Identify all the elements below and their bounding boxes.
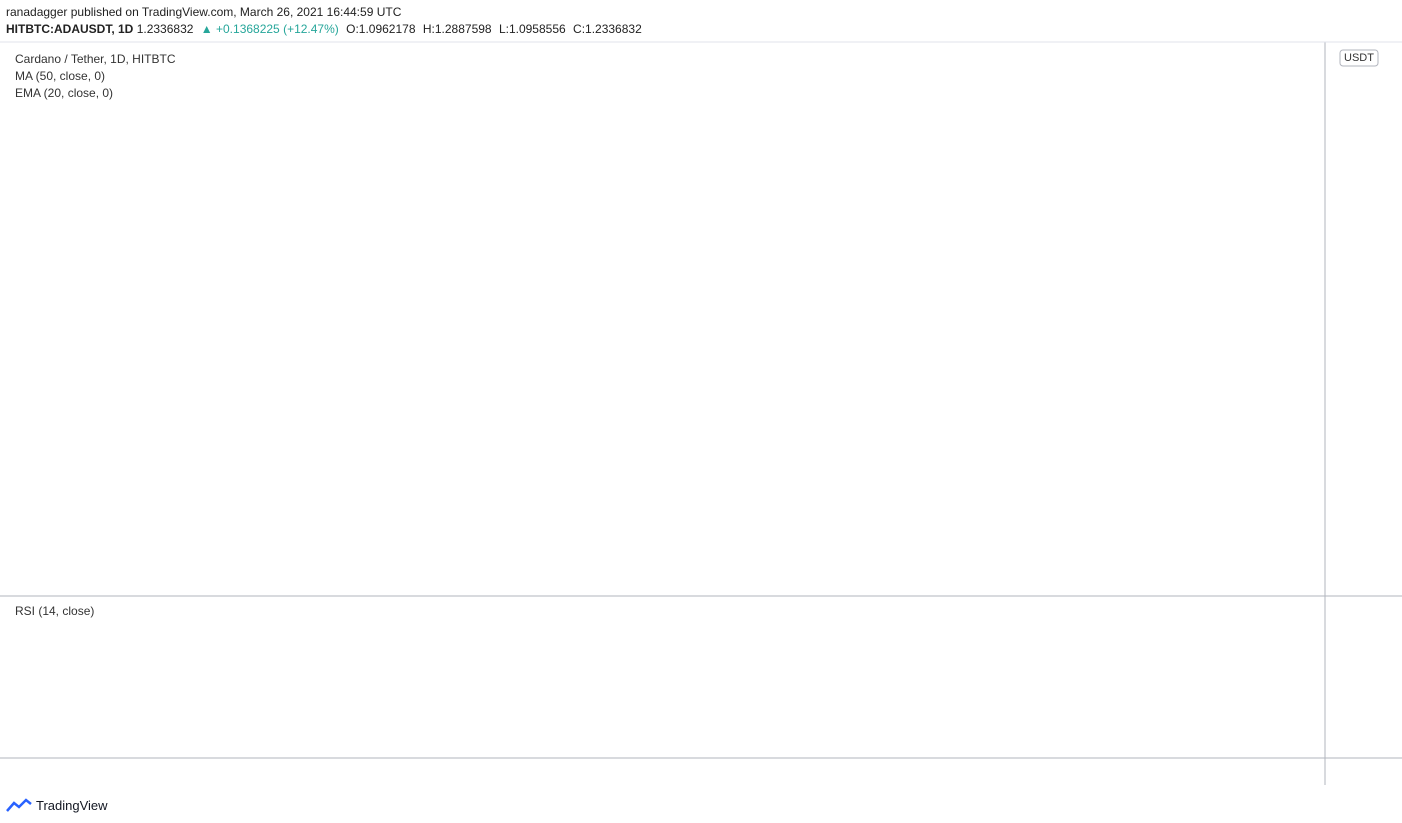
publisher: ranadagger published on TradingView.com,…	[6, 5, 402, 19]
legend-entry: MA (50, close, 0)	[15, 69, 105, 83]
footer: TradingView	[6, 795, 108, 815]
change: +0.1368225 (+12.47%)	[216, 22, 339, 36]
symbol-line: HITBTC:ADAUSDT, 1D 1.2336832 ▲ +0.136822…	[6, 21, 646, 38]
legend-entry: EMA (20, close, 0)	[15, 86, 113, 100]
header: ranadagger published on TradingView.com,…	[6, 4, 646, 38]
ohlc-label: C:	[573, 22, 586, 36]
legend-entry: RSI (14, close)	[15, 604, 94, 618]
change-arrow: ▲	[200, 22, 213, 36]
ohlc-label: L:	[498, 22, 509, 36]
ohlc-label: O:	[346, 22, 359, 36]
ohlc-label: H:	[422, 22, 435, 36]
unit-box	[1339, 49, 1379, 67]
ohlc-value: 1.0962178	[358, 22, 416, 36]
logo-shape	[6, 798, 32, 812]
chart-title: Cardano / Tether, 1D, HITBTC	[15, 52, 176, 66]
ohlc-value: 1.2887598	[434, 22, 492, 36]
symbol: HITBTC:ADAUSDT, 1D	[6, 22, 134, 36]
logo-icon	[6, 798, 32, 812]
brand: TradingView	[36, 797, 108, 813]
last-price: 1.2336832	[136, 22, 194, 36]
ohlc-value: 1.2336832	[585, 22, 642, 36]
unit-label: USDT	[1344, 52, 1374, 64]
ohlc-value: 1.0958556	[508, 22, 566, 36]
